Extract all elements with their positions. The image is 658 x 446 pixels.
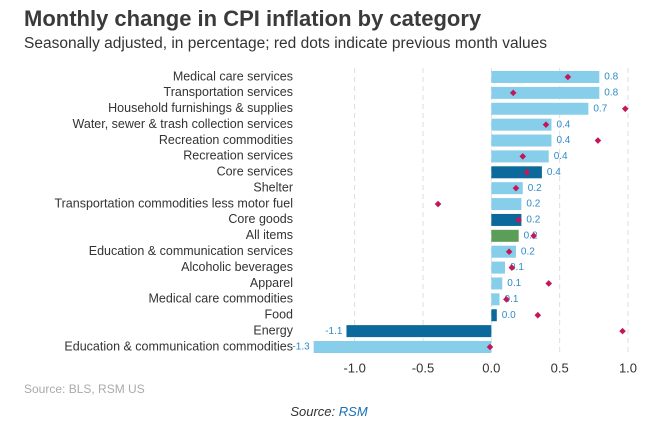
previous-dot [509,89,517,97]
bar [491,102,589,115]
previous-dot [515,216,522,224]
y-tick-label: Apparel [250,276,293,290]
bar [313,341,492,353]
previous-dot [523,168,531,176]
y-tick-label: Water, sewer & trash collection services [73,117,293,131]
caption-prefix: Source: [290,404,335,419]
bar [491,277,503,290]
previous-dot [619,327,626,335]
x-tick-label: -1.0 [343,360,365,375]
bar [491,166,542,179]
source: Source: BLS, RSM US [24,382,145,396]
value-label: 0.4 [556,135,570,146]
previous-dot [503,296,510,303]
y-tick-label: Shelter [253,180,293,194]
x-tick-label: -0.5 [412,360,434,375]
bar [491,229,519,242]
previous-dot [621,105,629,113]
value-label: 0.0 [502,310,516,321]
value-label: 0.7 [593,103,607,114]
value-label: 0.8 [604,72,618,83]
y-tick-label: Education & communication commodities [64,339,293,353]
previous-dot [542,121,550,128]
bar [491,198,522,211]
x-tick-label: 0.0 [482,360,500,375]
value-label: 0.2 [526,199,540,210]
previous-dot [594,137,602,144]
previous-dot [519,153,527,160]
previous-dot [505,248,513,256]
previous-dot [434,200,442,208]
value-label: 0.2 [521,246,535,257]
previous-dot [508,264,516,271]
previous-dot [530,232,537,240]
y-tick-label: Alcoholic beverages [181,260,293,274]
value-label: 0.4 [556,119,570,130]
y-tick-label: Household furnishings & supplies [108,101,293,115]
value-label: -1.1 [325,326,343,337]
bar [491,293,500,306]
previous-dot [534,311,542,319]
chart-title: Monthly change in CPI inflation by categ… [24,6,482,31]
y-tick-label: Food [265,308,294,322]
previous-dot [564,73,572,81]
bar [491,134,552,147]
value-label: 0.8 [604,88,618,99]
previous-dot [512,184,520,192]
bar [491,245,516,258]
bar [491,182,523,195]
value-label: 0.2 [528,183,542,194]
previous-dot [486,343,494,351]
value-label: 0.1 [510,262,524,273]
bar [491,86,600,99]
y-tick-label: Education & communication services [89,244,293,258]
caption-link[interactable]: RSM [339,404,368,419]
y-tick-label: Transportation services [164,85,293,99]
caption: Source: RSM [290,404,367,419]
bar [491,261,505,274]
y-tick-label: Medical care commodities [149,292,294,306]
y-tick-label: Transportation commodities less motor fu… [54,196,293,210]
bar [491,118,552,131]
y-tick-label: Medical care services [173,69,293,83]
y-tick-label: Energy [253,323,293,337]
value-label: -1.3 [292,342,310,353]
y-tick-label: All items [246,228,293,242]
x-tick-label: 0.5 [551,360,569,375]
y-tick-label: Recreation services [183,149,293,163]
chart-subtitle: Seasonally adjusted, in percentage; red … [24,35,547,52]
bar [491,309,497,322]
bar [491,71,600,83]
value-label: 0.1 [507,278,521,289]
y-tick-label: Core goods [228,212,293,226]
x-tick-label: 1.0 [619,360,637,375]
y-tick-label: Recreation commodities [159,133,293,147]
bar [491,213,522,226]
bar [346,325,492,338]
value-label: 0.4 [547,167,561,178]
value-label: 0.4 [554,151,568,162]
value-label: 0.2 [526,215,540,226]
value-label: 0.1 [505,294,519,305]
y-tick-label: Core services [217,165,293,179]
previous-dot [545,280,553,287]
